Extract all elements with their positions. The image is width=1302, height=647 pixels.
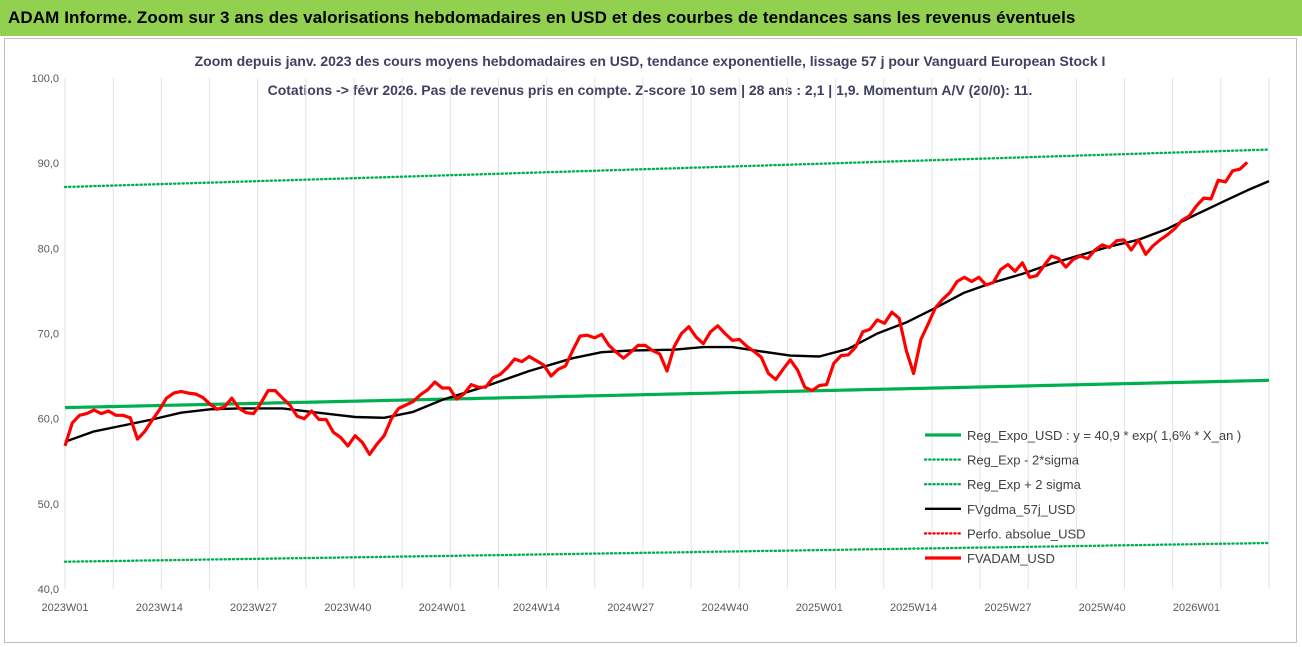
x-tick-label: 2023W01 [41, 602, 88, 614]
legend-label: Reg_Expo_USD : y = 40,9 * exp( 1,6% * X_… [967, 428, 1241, 443]
x-tick-label: 2024W14 [513, 602, 560, 614]
x-tick-label: 2024W40 [701, 602, 748, 614]
x-tick-label: 2025W40 [1079, 602, 1126, 614]
x-tick-label: 2026W01 [1173, 602, 1220, 614]
x-tick-label: 2023W27 [230, 602, 277, 614]
x-tick-label: 2024W01 [419, 602, 466, 614]
y-tick-label: 70,0 [38, 329, 59, 341]
series-line-reg-exp-2-sigma [63, 148, 1271, 189]
x-tick-label: 2025W27 [984, 602, 1031, 614]
y-tick-label: 60,0 [38, 414, 59, 426]
gridlines [64, 78, 1270, 589]
header-banner: ADAM Informe. Zoom sur 3 ans des valoris… [0, 0, 1302, 36]
x-tick-label: 2025W14 [890, 602, 937, 614]
series-line-fvadam-usd [63, 161, 1249, 456]
y-tick-label: 90,0 [38, 158, 59, 170]
legend-label: Reg_Exp + 2 sigma [967, 477, 1082, 492]
x-tick-label: 2024W27 [607, 602, 654, 614]
chart-title-line-2: Cotations -> févr 2026. Pas de revenus p… [268, 82, 1033, 98]
y-tick-label: 50,0 [38, 499, 59, 511]
line-chart: Zoom depuis janv. 2023 des cours moyens … [31, 53, 1271, 614]
legend-label: Reg_Exp - 2*sigma [967, 453, 1080, 468]
legend-label: FVgdma_57j_USD [967, 502, 1075, 517]
legend-label: FVADAM_USD [967, 551, 1055, 566]
y-tick-label: 80,0 [38, 243, 59, 255]
series-line-fvgdma-57j-usd [64, 179, 1270, 443]
y-tick-label: 40,0 [38, 584, 59, 596]
legend: Reg_Expo_USD : y = 40,9 * exp( 1,6% * X_… [923, 428, 1241, 566]
series-line-reg-exp-2-sigma [63, 541, 1271, 563]
series-line-reg-expo-usd [64, 378, 1270, 410]
x-tick-label: 2023W40 [324, 602, 371, 614]
legend-label: Perfo. absolue_USD [967, 526, 1086, 541]
axis-labels: 40,0 50,0 60,0 70,0 80,0 90,0 100,0 2023W01 2023… [31, 73, 1220, 614]
x-tick-label: 2023W14 [136, 602, 183, 614]
page-title: ADAM Informe. Zoom sur 3 ans des valoris… [8, 8, 1076, 27]
series-lines [63, 148, 1271, 563]
y-tick-label: 100,0 [31, 73, 59, 85]
x-tick-label: 2025W01 [796, 602, 843, 614]
chart-frame: Zoom depuis janv. 2023 des cours moyens … [4, 38, 1297, 643]
chart-title-line-1: Zoom depuis janv. 2023 des cours moyens … [195, 53, 1106, 69]
